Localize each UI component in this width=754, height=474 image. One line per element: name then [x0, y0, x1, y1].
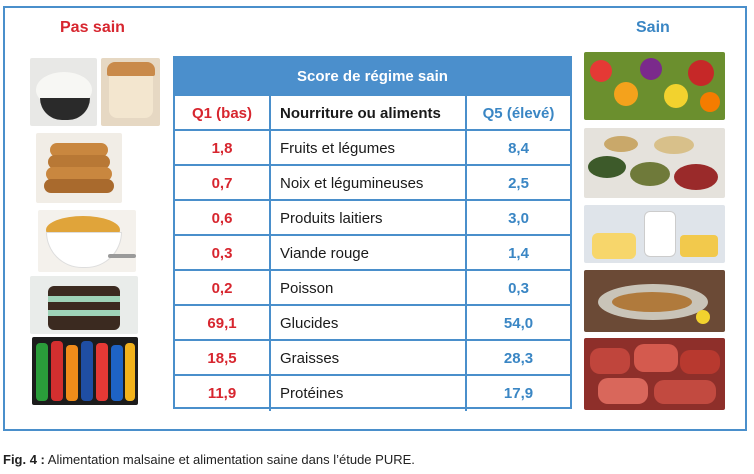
q5-value: 17,9: [503, 385, 534, 402]
food-name: Fruits et légumes: [271, 131, 467, 166]
food-name: Protéines: [271, 376, 467, 411]
unhealthy-label: Pas sain: [60, 19, 125, 36]
food-name: Viande rouge: [271, 236, 467, 271]
header-q1: Q1 (bas): [175, 96, 271, 131]
table-row: 0,3 Viande rouge 1,4: [175, 234, 570, 271]
fruits-vegetables-image: [584, 52, 725, 120]
q5-value: 28,3: [503, 350, 534, 367]
soda-bottles-image: [32, 337, 138, 405]
pancakes-image: [36, 133, 122, 203]
q5-value: 1,4: [508, 245, 529, 262]
q5-value: 54,0: [503, 315, 534, 332]
rice-bowl-image: [30, 58, 97, 126]
table-row: 0,6 Produits laitiers 3,0: [175, 199, 570, 236]
q1-value: 0,7: [175, 166, 271, 201]
table-title: Score de régime sain: [175, 58, 570, 94]
q1-value: 0,3: [175, 236, 271, 271]
cereal-bowl-image: [38, 210, 136, 272]
healthy-label: Sain: [636, 19, 670, 36]
diet-score-table: Score de régime sain Q1 (bas) Nourriture…: [173, 56, 572, 411]
q5-value: 8,4: [508, 140, 529, 157]
food-name: Poisson: [271, 271, 467, 306]
food-name: Produits laitiers: [271, 201, 467, 236]
caption-prefix: Fig. 4 :: [3, 452, 45, 467]
dairy-products-image: [584, 205, 725, 263]
legumes-nuts-image: [584, 128, 725, 198]
figure-caption: Fig. 4 : Alimentation malsaine et alimen…: [3, 452, 415, 467]
q1-value: 0,6: [175, 201, 271, 236]
caption-text: Alimentation malsaine et alimentation sa…: [44, 452, 415, 467]
q5-value: 0,3: [508, 280, 529, 297]
header-food: Nourriture ou aliments: [271, 96, 467, 131]
cake-image: [30, 276, 138, 334]
bread-image: [101, 58, 160, 126]
q1-value: 69,1: [175, 306, 271, 341]
table-row: 0,2 Poisson 0,3: [175, 269, 570, 306]
table-row: 11,9 Protéines 17,9: [175, 374, 570, 411]
q1-value: 11,9: [175, 376, 271, 411]
q5-value: 2,5: [508, 175, 529, 192]
food-name: Glucides: [271, 306, 467, 341]
table-header-row: Q1 (bas) Nourriture ou aliments Q5 (élev…: [175, 94, 570, 131]
q1-value: 18,5: [175, 341, 271, 376]
q5-value: 3,0: [508, 210, 529, 227]
table-row: 1,8 Fruits et légumes 8,4: [175, 129, 570, 166]
q1-value: 0,2: [175, 271, 271, 306]
table-row: 69,1 Glucides 54,0: [175, 304, 570, 341]
q1-value: 1,8: [175, 131, 271, 166]
table-row: 0,7 Noix et légumineuses 2,5: [175, 164, 570, 201]
food-name: Noix et légumineuses: [271, 166, 467, 201]
header-q5: Q5 (élevé): [482, 105, 555, 122]
table-row: 18,5 Graisses 28,3: [175, 339, 570, 376]
red-meat-image: [584, 338, 725, 410]
fish-image: [584, 270, 725, 332]
food-name: Graisses: [271, 341, 467, 376]
